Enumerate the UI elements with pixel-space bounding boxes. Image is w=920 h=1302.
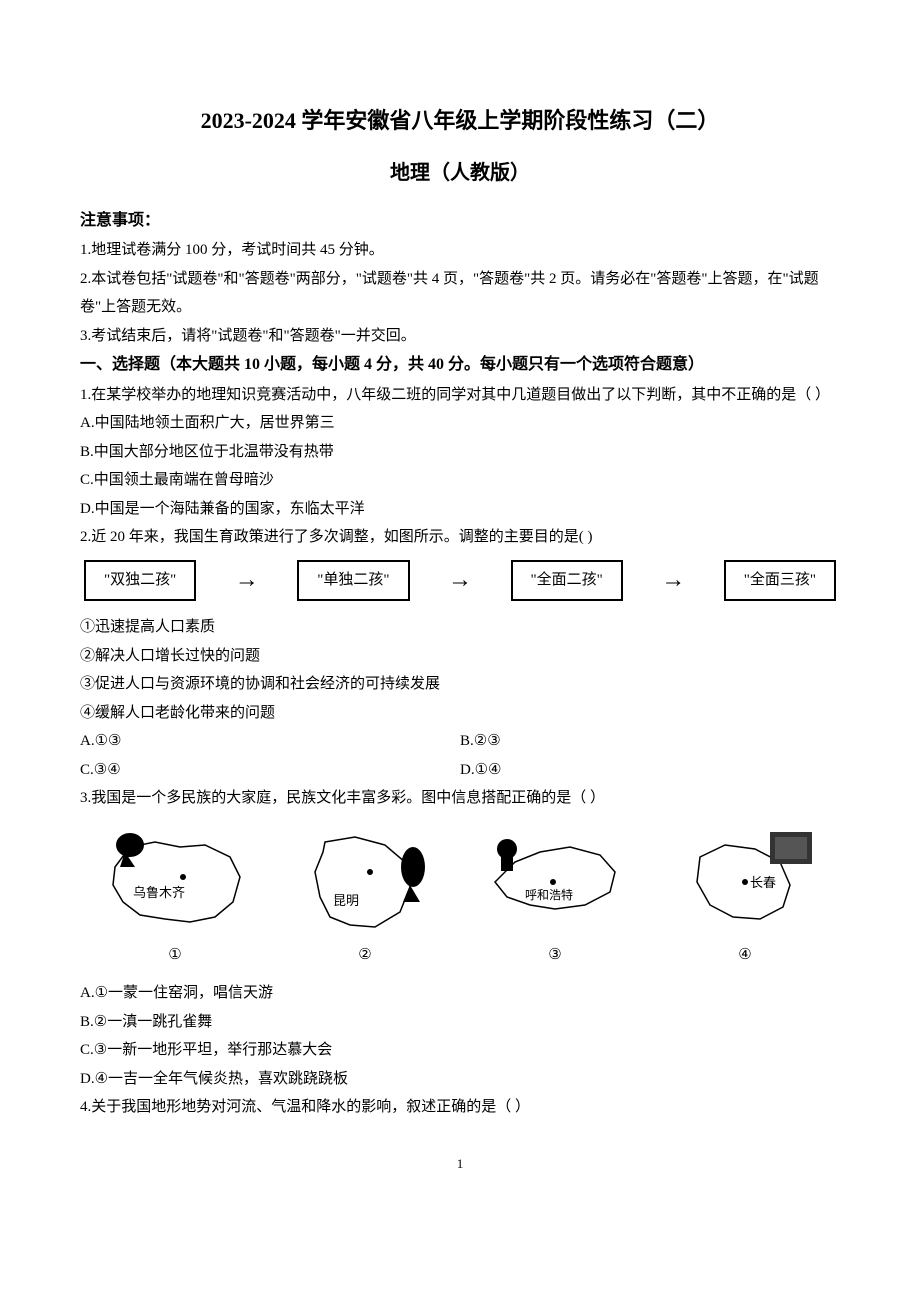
- q2-flow-diagram: "双独二孩" → "单独二孩" → "全面二孩" → "全面三孩": [80, 558, 840, 604]
- map-yunnan-icon: 昆明: [295, 827, 435, 937]
- map-neimenggu-icon: 呼和浩特: [485, 827, 625, 937]
- note-3: 3.考试结束后，请将"试题卷"和"答题卷"一并交回。: [80, 322, 840, 351]
- q3-opt-a: A.①一蒙一住窑洞，唱信天游: [80, 979, 840, 1008]
- q4-stem: 4.关于我国地形地势对河流、气温和降水的影响，叙述正确的是（ ）: [80, 1093, 840, 1122]
- svg-text:呼和浩特: 呼和浩特: [525, 887, 573, 902]
- arrow-icon: →: [235, 558, 259, 604]
- note-1: 1.地理试卷满分 100 分，考试时间共 45 分钟。: [80, 236, 840, 265]
- arrow-icon: →: [661, 558, 685, 604]
- arrow-icon: →: [448, 558, 472, 604]
- flow-box-2: "单独二孩": [297, 560, 409, 601]
- flow-box-4: "全面三孩": [724, 560, 836, 601]
- map-num-3: ③: [471, 941, 638, 970]
- page-number: 1: [80, 1152, 840, 1177]
- q2-opts-row-1: A.①③ B.②③: [80, 727, 840, 756]
- note-2: 2.本试卷包括"试题卷"和"答题卷"两部分，"试题卷"共 4 页，"答题卷"共 …: [80, 265, 840, 322]
- q3-map-numbers: ① ② ③ ④: [80, 941, 840, 970]
- q1-opt-d: D.中国是一个海陆兼备的国家，东临太平洋: [80, 495, 840, 524]
- map-num-2: ②: [281, 941, 448, 970]
- q2-opt-a: A.①③: [80, 727, 460, 756]
- q3-opt-c: C.③一新一地形平坦，举行那达慕大会: [80, 1036, 840, 1065]
- q3-map-row: 乌鲁木齐 昆明 呼和浩特 长春: [80, 827, 840, 937]
- q3-opt-b: B.②一滇一跳孔雀舞: [80, 1008, 840, 1037]
- q1-opt-b: B.中国大部分地区位于北温带没有热带: [80, 438, 840, 467]
- q2-item-3: ③促进人口与资源环境的协调和社会经济的可持续发展: [80, 670, 840, 699]
- flow-box-1: "双独二孩": [84, 560, 196, 601]
- q3-opt-d: D.④一吉一全年气候炎热，喜欢跳跷跷板: [80, 1065, 840, 1094]
- map-num-4: ④: [661, 941, 828, 970]
- q3-stem: 3.我国是一个多民族的大家庭，民族文化丰富多彩。图中信息搭配正确的是（ ）: [80, 784, 840, 813]
- q2-stem: 2.近 20 年来，我国生育政策进行了多次调整，如图所示。调整的主要目的是( ): [80, 523, 840, 552]
- sub-title: 地理（人教版）: [80, 154, 840, 192]
- flow-box-3: "全面二孩": [511, 560, 623, 601]
- q2-item-2: ②解决人口增长过快的问题: [80, 642, 840, 671]
- section-1-header: 一、选择题（本大题共 10 小题，每小题 4 分，共 40 分。每小题只有一个选…: [80, 350, 840, 380]
- map-item-1: 乌鲁木齐: [91, 827, 258, 937]
- q2-opt-d: D.①④: [460, 756, 840, 785]
- q2-opt-c: C.③④: [80, 756, 460, 785]
- q2-item-4: ④缓解人口老龄化带来的问题: [80, 699, 840, 728]
- q1-opt-a: A.中国陆地领土面积广大，居世界第三: [80, 409, 840, 438]
- map-num-1: ①: [91, 941, 258, 970]
- q1-stem: 1.在某学校举办的地理知识竞赛活动中，八年级二班的同学对其中几道题目做出了以下判…: [80, 381, 840, 410]
- map-jilin-icon: 长春: [675, 827, 815, 937]
- main-title: 2023-2024 学年安徽省八年级上学期阶段性练习（二）: [80, 100, 840, 142]
- map-item-4: 长春: [661, 827, 828, 937]
- notes-header: 注意事项：: [80, 206, 840, 236]
- map-item-3: 呼和浩特: [471, 827, 638, 937]
- q2-opt-b: B.②③: [460, 727, 840, 756]
- q2-opts-row-2: C.③④ D.①④: [80, 756, 840, 785]
- q1-opt-c: C.中国领土最南端在曾母暗沙: [80, 466, 840, 495]
- svg-text:长春: 长春: [750, 875, 776, 890]
- svg-text:乌鲁木齐: 乌鲁木齐: [133, 885, 185, 900]
- map-item-2: 昆明: [281, 827, 448, 937]
- svg-text:昆明: 昆明: [333, 893, 359, 908]
- q2-item-1: ①迅速提高人口素质: [80, 613, 840, 642]
- map-xinjiang-icon: 乌鲁木齐: [105, 827, 245, 937]
